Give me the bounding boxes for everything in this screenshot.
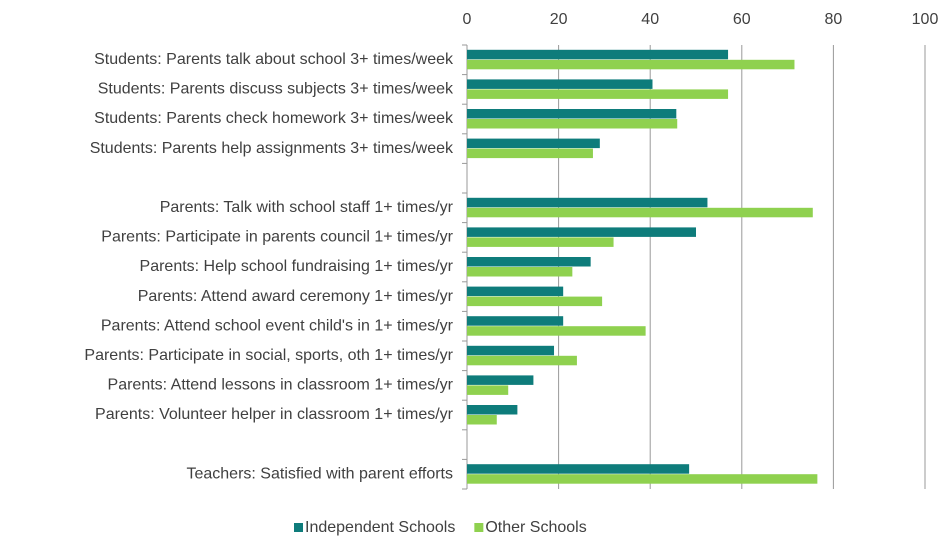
bar <box>467 345 555 356</box>
bar <box>467 267 573 277</box>
y-tick-label: Parents: Help school fundraising 1+ time… <box>140 258 454 275</box>
bar <box>467 119 678 129</box>
y-tick-label: Parents: Talk with school staff 1+ times… <box>160 199 454 216</box>
x-tick-label: 100 <box>912 11 939 28</box>
x-tick-label: 0 <box>463 11 472 28</box>
bar <box>467 49 729 60</box>
y-tick-label: Parents: Attend lessons in classroom 1+ … <box>108 377 454 394</box>
bar <box>467 237 614 247</box>
y-tick-label: Parents: Participate in social, sports, … <box>84 347 453 364</box>
legend-swatch <box>294 523 303 532</box>
bar <box>467 385 509 395</box>
bar <box>467 355 577 366</box>
y-tick-label: Parents: Attend award ceremony 1+ times/… <box>138 288 454 305</box>
bar <box>467 59 795 70</box>
x-tick-label: 40 <box>641 11 659 28</box>
bar <box>467 474 818 484</box>
legend-label: Independent Schools <box>305 519 455 536</box>
y-tick-label: Parents: Attend school event child's in … <box>101 317 454 334</box>
bar <box>467 197 708 208</box>
bar <box>467 464 690 474</box>
x-tick-label: 80 <box>825 11 843 28</box>
y-tick-label: Students: Parents check homework 3+ time… <box>94 110 454 127</box>
y-tick-label: Students: Parents talk about school 3+ t… <box>94 51 454 68</box>
legend-label: Other Schools <box>485 519 586 536</box>
y-tick-label: Parents: Participate in parents council … <box>101 229 453 246</box>
bar <box>467 375 534 385</box>
bar <box>467 405 518 415</box>
y-tick-label: Parents: Volunteer helper in classroom 1… <box>95 406 454 423</box>
bar <box>467 207 813 218</box>
bar <box>467 109 677 119</box>
bar <box>467 296 603 307</box>
bar <box>467 148 593 159</box>
bar <box>467 286 564 297</box>
x-tick-label: 20 <box>550 11 568 28</box>
bar <box>467 257 591 267</box>
x-tick-label: 60 <box>733 11 751 28</box>
y-tick-label: Students: Parents help assignments 3+ ti… <box>90 140 454 157</box>
y-tick-label: Teachers: Satisfied with parent efforts <box>186 465 453 482</box>
bar <box>467 227 696 237</box>
bar <box>467 326 646 336</box>
legend-swatch <box>474 523 484 532</box>
y-tick-label: Students: Parents discuss subjects 3+ ti… <box>98 81 454 98</box>
bar <box>467 138 600 149</box>
bar <box>467 415 497 425</box>
bar <box>467 89 729 99</box>
bar <box>467 79 653 89</box>
bar <box>467 316 564 326</box>
